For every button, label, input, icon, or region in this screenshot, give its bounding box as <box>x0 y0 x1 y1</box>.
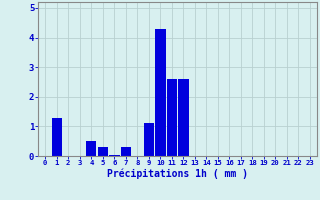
Bar <box>155 29 165 156</box>
Bar <box>144 123 154 156</box>
Bar <box>98 147 108 156</box>
Bar <box>86 141 97 156</box>
Bar <box>109 155 119 156</box>
Bar <box>52 117 62 156</box>
X-axis label: Précipitations 1h ( mm ): Précipitations 1h ( mm ) <box>107 169 248 179</box>
Bar <box>178 79 188 156</box>
Bar <box>121 147 131 156</box>
Bar <box>167 79 177 156</box>
